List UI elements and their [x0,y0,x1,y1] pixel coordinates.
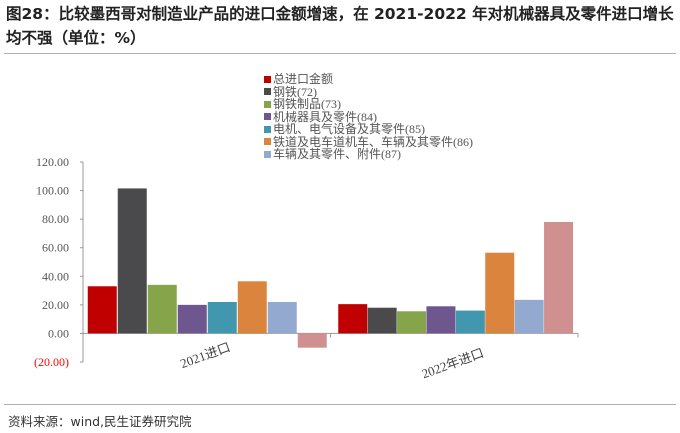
figure-title: 图28：比较墨西哥对制造业产品的进口金额增速，在 2021-2022 年对机械器… [6,5,674,47]
legend-item: 电机、电气设备及其零件(85) [264,123,473,136]
bar [267,302,297,334]
y-tick-label: 40.00 [42,269,69,283]
bar [544,222,574,334]
y-tick-label: 80.00 [42,212,69,226]
bar [177,304,207,334]
legend-item: 机械器具及零件(84) [264,109,473,124]
legend-label: 电机、电气设备及其零件(85) [273,122,425,136]
legend-swatch [264,75,271,83]
bar [207,302,237,334]
bar [338,304,368,334]
y-tick-label: 120.00 [36,155,69,169]
title-divider [4,53,676,54]
legend-label: 钢铁制品(73) [273,97,341,111]
legend-item: 总进口金额 [264,73,473,86]
legend-item: 车辆及其零件、附件(87) [264,148,473,161]
y-tick-label: 100.00 [36,184,69,198]
legend-item: 铁道及电车道机车、车辆及其零件(86) [264,134,473,149]
x-category-label: 2022年进口 [420,345,486,381]
bar [455,310,485,334]
legend-label: 机械器具及零件(84) [273,109,377,124]
legend-swatch [264,125,271,133]
legend-label: 铁道及电车道机车、车辆及其零件(86) [273,134,473,149]
legend-swatch [264,100,271,108]
y-tick-label: (20.00) [34,355,69,369]
bar [485,252,515,334]
legend-swatch [264,88,271,96]
legend-item: 钢铁制品(73) [264,98,473,111]
y-tick-label: 20.00 [42,298,69,312]
legend-label: 总进口金额 [273,72,334,86]
bar [147,284,177,334]
bar [367,307,397,334]
bar [117,188,147,334]
bar [426,306,456,334]
footer-divider [4,404,676,405]
legend: 总进口金额 钢铁(72) 钢铁制品(73) 机械器具及零件(84) 电机、电气设备及其零… [264,73,473,161]
legend-label: 车辆及其零件、附件(87) [273,147,401,161]
y-tick-label: 0.00 [48,326,69,340]
legend-swatch [264,150,271,158]
legend-item: 钢铁(72) [264,84,473,99]
legend-swatch [264,113,271,121]
bar [237,281,267,334]
legend-swatch [264,138,271,146]
source-note: 资料来源：wind,民生证券研究院 [8,414,192,429]
x-category-label: 2021进口 [178,339,232,371]
bar [87,286,117,334]
bar [397,311,427,334]
legend-label: 钢铁(72) [273,84,317,99]
bar [514,299,544,334]
y-tick-label: 60.00 [42,241,69,255]
bar [297,333,327,348]
